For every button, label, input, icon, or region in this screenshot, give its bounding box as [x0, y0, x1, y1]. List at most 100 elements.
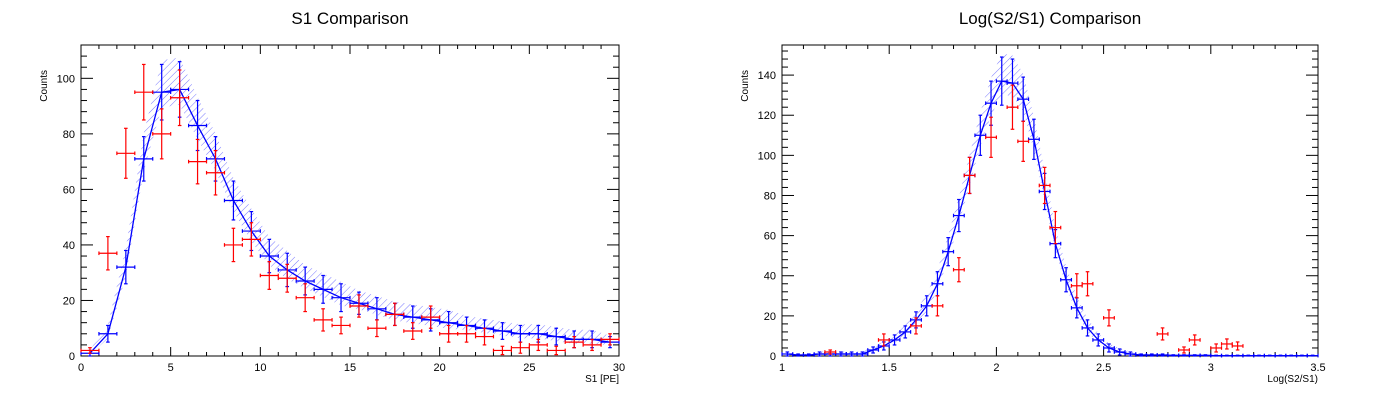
mc-point [920, 295, 933, 317]
mc-point [1092, 333, 1105, 347]
y-tick-label: 0 [770, 351, 776, 363]
data-point [277, 263, 297, 293]
data-point [457, 324, 477, 343]
data-point [421, 305, 441, 329]
data-point [492, 345, 512, 356]
data-point [367, 319, 387, 338]
mc-point [899, 325, 912, 339]
mc-point [331, 283, 351, 313]
data-point [152, 108, 172, 160]
mc-point [1113, 348, 1126, 356]
mc-point [1188, 353, 1201, 358]
data-point [1188, 334, 1201, 346]
data-point [223, 227, 243, 263]
mc-series-line [89, 88, 611, 354]
mc-series-line [787, 80, 1313, 357]
data-point [528, 338, 548, 352]
data-point [241, 222, 261, 257]
y-tick-label: 80 [764, 190, 776, 202]
mc-point [867, 346, 880, 354]
y-axis-label: Counts [39, 70, 50, 102]
mc-point [259, 238, 279, 274]
mc-point [1306, 353, 1319, 358]
log-s2-s1-plot-area: 1 1.5 2 2.5 3 3.5 0 20 40 60 80 100 120 140 [758, 44, 1326, 374]
x-tick-label: 15 [344, 362, 356, 374]
data-point [474, 327, 495, 346]
y-tick-label: 20 [764, 311, 776, 323]
data-point [1038, 166, 1051, 205]
y-tick-label: 40 [63, 240, 75, 252]
data-point [877, 333, 890, 347]
data-point [134, 63, 154, 121]
mc-point [1027, 118, 1040, 160]
x-axis-label: S1 [PE] [585, 374, 619, 385]
y-tick-label: 140 [758, 70, 776, 82]
data-point [403, 322, 423, 340]
data-point [1220, 338, 1233, 350]
data-point [259, 260, 279, 290]
data-point [985, 116, 998, 158]
data-point [963, 156, 976, 195]
mc-point [1274, 353, 1287, 358]
mc-point [995, 56, 1008, 106]
mc-point [1060, 267, 1073, 293]
x-tick-label: 0 [78, 362, 84, 374]
y-tick-label: 60 [764, 231, 776, 243]
s1-plot-area: 0 5 10 15 20 25 30 0 20 40 60 80 100 [57, 44, 625, 374]
y-tick-label: 20 [63, 295, 75, 307]
mc-point [1263, 353, 1276, 358]
y-tick-label: 100 [758, 150, 776, 162]
data-point [1178, 346, 1190, 354]
data-point [98, 235, 118, 271]
mc-point [1070, 297, 1083, 319]
mc-point [1210, 353, 1223, 358]
data-point [1156, 327, 1169, 341]
mc-point [1285, 353, 1298, 358]
data-point [205, 149, 226, 196]
data-point [1049, 210, 1062, 245]
mc-point [1199, 353, 1212, 358]
mc-point [1295, 353, 1308, 358]
data-point [1102, 309, 1115, 327]
data-point [331, 316, 351, 335]
mc-point [856, 351, 869, 357]
data-point [910, 317, 922, 335]
data-point [600, 333, 620, 346]
data-point [1006, 84, 1019, 130]
x-tick-label: 3.5 [1310, 362, 1325, 374]
x-tick-label: 5 [168, 362, 174, 374]
data-point [170, 69, 190, 127]
mc-point [1220, 353, 1233, 358]
x-axis-label: Log(S2/S1) [1267, 374, 1318, 385]
data-point [80, 347, 100, 354]
data-point [582, 338, 602, 352]
y-tick-label: 100 [57, 73, 75, 85]
mc-point [1178, 353, 1190, 358]
mc-point [1081, 319, 1094, 337]
x-tick-label: 25 [523, 362, 535, 374]
mc-point [1167, 353, 1180, 358]
mc-point [98, 324, 118, 343]
s1-comparison-panel: S1 Comparison 0 5 10 15 20 25 30 0 20 40 60 80 100 C… [39, 9, 625, 385]
x-tick-label: 2.5 [1096, 362, 1111, 374]
data-point [116, 127, 136, 179]
y-axis-label: Counts [740, 70, 751, 102]
chart-title: Log(S2/S1) Comparison [959, 9, 1141, 28]
mc-uncertainty-band [89, 57, 611, 355]
data-point [349, 294, 369, 318]
mc-point [942, 237, 955, 267]
mc-point [952, 198, 965, 233]
y-tick-label: 40 [764, 271, 776, 283]
data-point [1210, 343, 1223, 353]
y-tick-label: 120 [758, 110, 776, 122]
x-tick-label: 3 [1208, 362, 1214, 374]
y-tick-label: 80 [63, 129, 75, 141]
data-point [546, 345, 566, 356]
mc-point [313, 274, 333, 304]
x-tick-label: 1.5 [882, 362, 897, 374]
data-point [564, 335, 584, 349]
y-tick-label: 60 [63, 184, 75, 196]
plot-frame [781, 44, 1319, 357]
data-point [188, 138, 208, 185]
